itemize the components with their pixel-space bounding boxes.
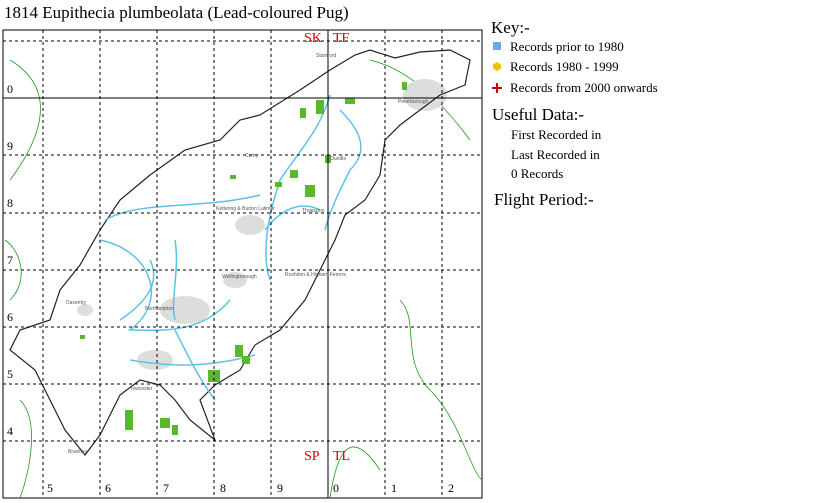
key-symbol: [493, 42, 501, 50]
places: Stamford Peterborough Oundle Corby Kette…: [66, 53, 429, 455]
square-label: TF: [333, 31, 350, 46]
key-symbol: [493, 62, 501, 71]
place-label: Brackley: [68, 449, 88, 455]
map: Stamford Peterborough Oundle Corby Kette…: [2, 29, 483, 499]
key-item: Records prior to 1980: [510, 39, 624, 54]
key-item: Records 1980 - 1999: [510, 59, 619, 74]
place-label: Thrapston: [302, 208, 325, 214]
col-label: 8: [220, 481, 226, 495]
place-label: Peterborough: [398, 99, 429, 105]
row-label: 9: [7, 139, 13, 153]
col-label: 5: [47, 481, 53, 495]
place-label: Corby: [245, 153, 259, 159]
square-label: TL: [333, 449, 350, 464]
place-label: Oundle: [330, 156, 346, 162]
flight-period-heading: Flight Period:-: [494, 190, 594, 209]
row-label: 4: [7, 424, 13, 438]
useful-data-line: 0 Records: [511, 166, 563, 181]
map-frame: [2, 29, 483, 499]
place-label: Kettering & Burton Latimer: [216, 206, 275, 212]
grid-labels: SK TF SP TL 0 9 8 7 6 5 4 5 6 7 8 9 0 1 …: [7, 31, 454, 495]
useful-data: Useful Data:- First Recorded in Last Rec…: [492, 105, 602, 209]
row-label: 5: [7, 367, 13, 381]
row-label: 7: [7, 253, 13, 267]
square-label: SP: [304, 449, 320, 464]
place-label: Towcester: [130, 386, 153, 392]
square-label: SK: [304, 31, 322, 46]
place-label: Daventry: [66, 300, 87, 306]
col-label: 0: [333, 481, 339, 495]
key-item: Records from 2000 onwards: [510, 80, 658, 95]
urban: [77, 79, 447, 370]
col-label: 2: [448, 481, 454, 495]
grid-lines: [3, 30, 482, 498]
key-symbol: [492, 83, 502, 93]
col-label: 9: [277, 481, 283, 495]
col-label: 6: [105, 481, 111, 495]
rivers: [99, 94, 362, 401]
title: 1814 Eupithecia plumbeolata (Lead-colour…: [4, 3, 349, 22]
key: Key:- Records prior to 1980 Records 1980…: [491, 18, 658, 95]
place-label: Wellingborough: [222, 274, 257, 280]
row-label: 6: [7, 310, 13, 324]
row-label: 8: [7, 196, 13, 210]
useful-data-heading: Useful Data:-: [492, 105, 584, 124]
row-label: 0: [7, 82, 13, 96]
key-heading: Key:-: [491, 18, 530, 37]
county-outline: [9, 49, 471, 456]
place-label: Rushden & Higham Ferrers: [285, 272, 346, 278]
place-label: Stamford: [316, 53, 337, 59]
useful-data-line: Last Recorded in: [511, 147, 600, 162]
col-label: 1: [391, 481, 397, 495]
place-label: Northampton: [145, 306, 174, 312]
useful-data-line: First Recorded in: [511, 127, 602, 142]
col-label: 7: [163, 481, 169, 495]
